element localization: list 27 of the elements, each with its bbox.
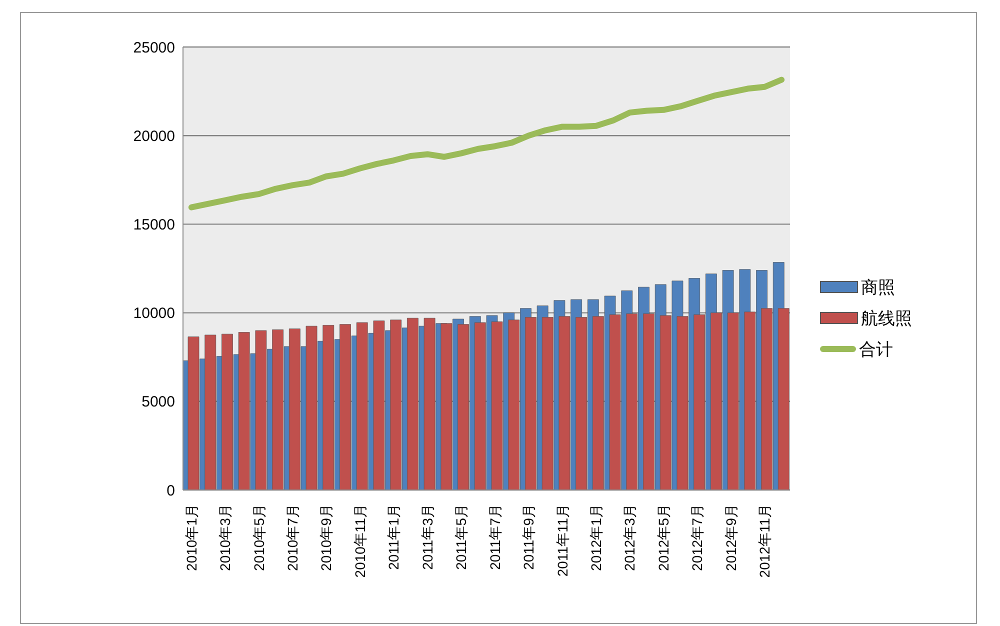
y-tick-label: 15000 (133, 216, 175, 234)
x-tick-label: 2010年1月 (183, 504, 200, 571)
legend-label: 航线照 (861, 308, 912, 330)
x-tick-label: 2012年3月 (622, 504, 638, 571)
y-tick-label: 0 (166, 482, 175, 500)
x-tick-label: 2012年9月 (722, 504, 739, 571)
y-tick-label: 25000 (133, 39, 175, 56)
x-tick-label: 2010年11月 (352, 504, 368, 578)
y-tick-label: 20000 (133, 128, 175, 145)
y-tick-label: 5000 (142, 394, 175, 411)
x-tick-label: 2011年9月 (520, 504, 537, 570)
legend-label: 商照 (861, 276, 895, 298)
x-tick-label: 2012年11月 (756, 504, 773, 578)
x-tick-label: 2011年3月 (419, 504, 436, 570)
x-tick-label: 2011年11月 (554, 504, 570, 577)
legend-label: 合计 (859, 338, 893, 360)
x-tick-label: 2012年7月 (689, 504, 706, 571)
x-tick-label: 2011年1月 (386, 504, 402, 570)
x-tick-label: 2010年7月 (284, 504, 300, 571)
x-tick-label: 2010年3月 (217, 504, 234, 571)
x-tick-label: 2010年9月 (318, 504, 334, 571)
x-tick-label: 2012年5月 (655, 504, 672, 571)
x-tick-label: 2010年5月 (250, 504, 267, 571)
x-tick-label: 2012年1月 (588, 504, 604, 571)
x-tick-label: 2011年5月 (453, 504, 470, 570)
y-tick-label: 10000 (133, 305, 175, 322)
x-tick-label: 2011年7月 (486, 504, 503, 570)
